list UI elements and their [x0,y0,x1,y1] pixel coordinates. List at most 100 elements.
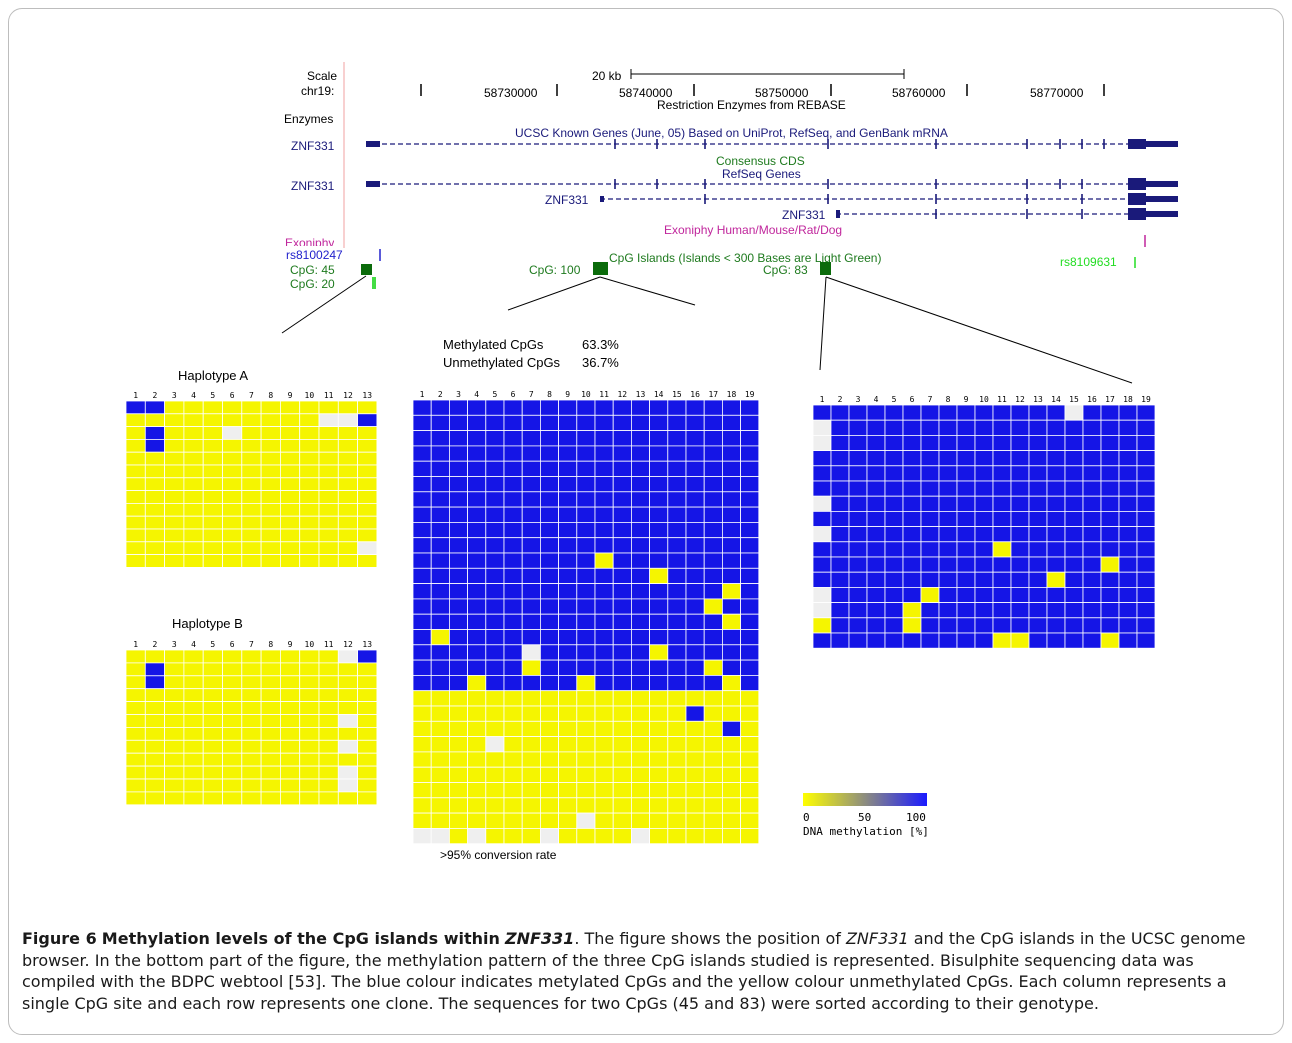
cpg-cell [318,477,339,492]
cpg-cell [740,552,760,569]
cpg-cell [318,688,339,703]
cpg-cell [612,827,632,845]
cpg-cell [144,541,165,556]
cpg-cell [318,515,339,530]
cpg-cell [685,400,705,416]
cpg-cell [721,827,741,845]
cpg-cell [630,827,650,845]
cpg-cell [126,413,146,428]
column-number: 2 [152,640,158,649]
cpg-cell [813,465,832,482]
column-number: 11 [323,391,334,400]
cpg-cell [740,751,760,768]
cpg-cell [521,445,541,462]
cpg-cell [183,650,204,664]
cpg-cell [318,503,339,517]
cpg-cell [299,739,320,754]
cpg-cell [992,571,1012,588]
position-3: 58750000 [755,86,809,100]
cpg-cell [848,419,868,436]
cpg-cell [183,401,204,415]
cpg-cell [558,430,578,447]
cpg-cell [413,736,432,753]
cpg-cell [540,598,560,615]
cpg-cell [299,701,320,715]
cpg-cell [612,797,632,814]
cpg-cell [126,426,146,440]
cpg-cell [241,650,262,664]
cpg-cell [540,766,560,783]
cpg-cell [413,827,432,845]
cpg-cell [1136,480,1156,497]
cpg-cell [956,465,976,482]
cpg-cell [540,460,560,477]
cpg-cell [413,613,432,630]
cpg-cell [1136,632,1156,649]
cpg-cell [902,632,922,649]
cpg-cell [1028,480,1048,497]
column-number: 3 [855,395,861,404]
cpg-cell [848,526,868,543]
cpg-cell [721,766,741,783]
column-number: 7 [927,395,933,404]
cpg-cell [558,751,578,768]
cpg-cell [576,583,596,600]
cpg-cell [430,812,450,829]
cpg-cell [649,476,669,493]
cpg-cell [630,430,650,447]
cpg-cell [449,491,469,508]
cpg-cell [920,495,940,512]
cpg-cell [183,778,204,793]
cpg-cell [594,552,614,569]
cpg-cell [1100,632,1120,649]
cpg-cell [558,644,578,661]
cpg-cell [430,736,450,753]
cpg-cell [318,490,339,504]
cpg-cell [299,727,320,741]
cpg-cell [1064,571,1084,588]
cpg-cell [576,736,596,753]
cpg-cell [299,515,320,530]
column-number: 16 [1087,395,1097,404]
cpg-cell [1028,495,1048,512]
cpg-cell [430,690,450,707]
cpg-cell [183,791,204,806]
cpg-cell [740,659,760,676]
cpg-cell [1010,571,1030,588]
cpg-cell [202,688,223,703]
cpg-cell [183,490,204,504]
cpg-cell [260,701,281,715]
cpg-cell [830,541,850,558]
cpg-cell [667,659,687,676]
cpg-cell [667,629,687,646]
cpg-cell [630,812,650,829]
cpg-cell [144,701,165,715]
cpg-cell [503,476,523,493]
cpg-cell [222,426,243,440]
cpg-cell [630,629,650,646]
cpg-cell [703,827,723,845]
cpg-cell [126,451,146,466]
cpg-cell [667,705,687,722]
cpg-cell [974,405,994,421]
cpg-cell [685,674,705,692]
cpg-cell [337,650,359,664]
cpg-cell [830,495,850,512]
cpg-cell [992,632,1012,649]
cpg-cell [337,464,359,479]
cpg-cell [576,720,596,737]
cpg-cell [956,480,976,497]
cpg-cell [612,522,632,539]
cpg-cell [164,503,185,517]
cpg-cell [630,598,650,615]
cpg-cell [449,552,469,569]
cpg-cell [144,739,165,754]
cpg-cell [299,765,320,780]
cpg-cell [202,714,223,728]
cpg-cell [318,528,339,543]
figure-caption: Figure 6 Methylation levels of the CpG i… [22,928,1272,1014]
cpg-cell [938,602,958,619]
cpg-cell [649,797,669,814]
cpg-cell [1028,556,1048,573]
cpg-cell [576,797,596,814]
